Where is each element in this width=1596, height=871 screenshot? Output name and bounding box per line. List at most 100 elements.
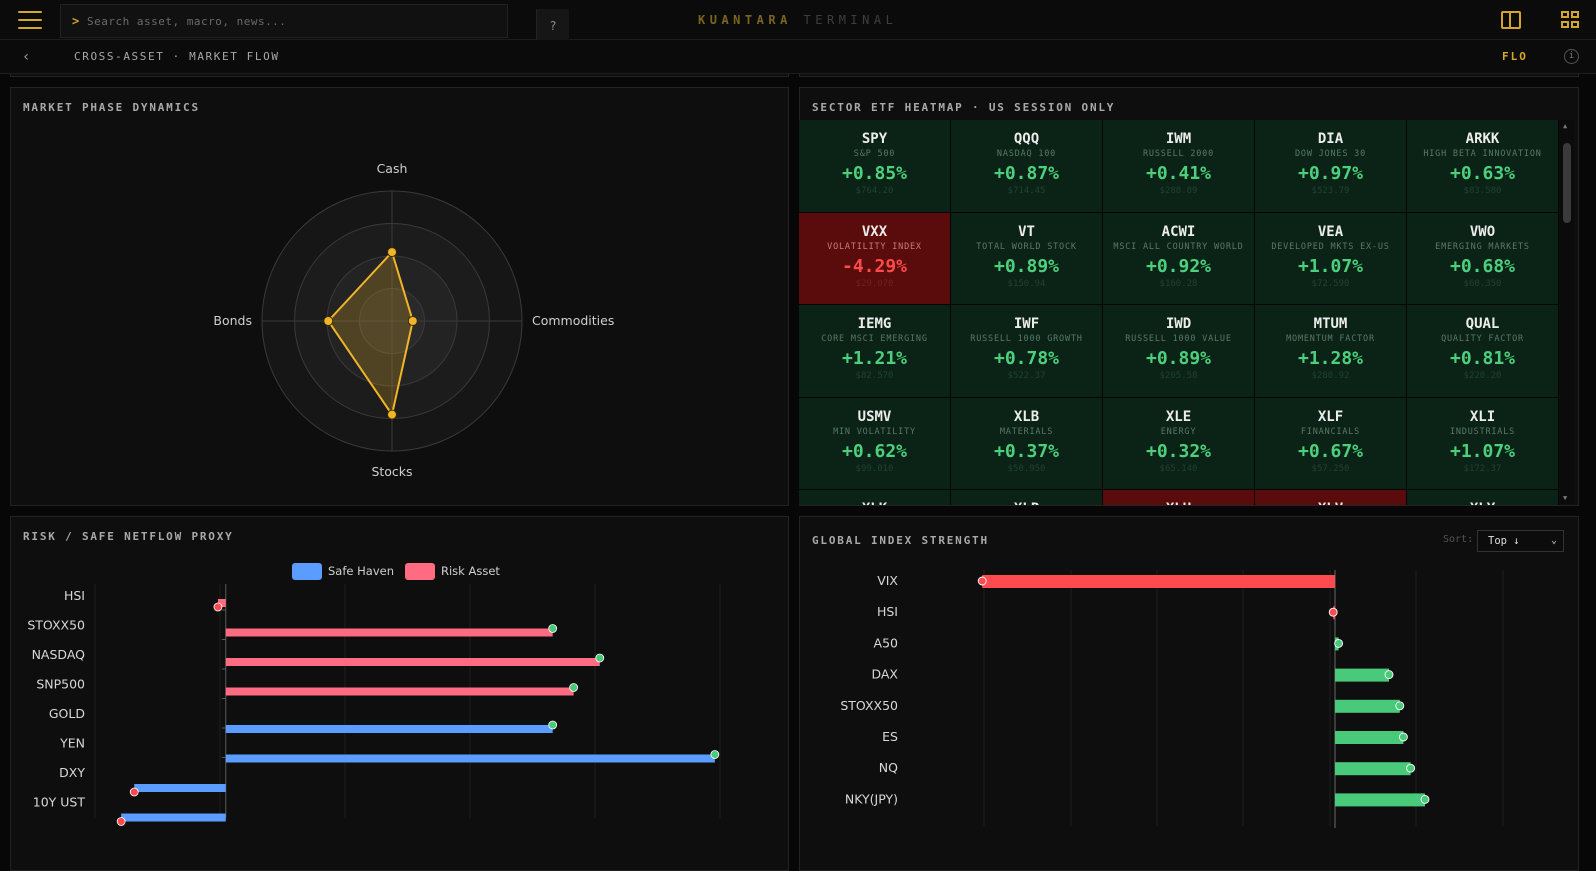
heatmap-cell[interactable]: QQQ NASDAQ 100 +0.87% $714.45 [951, 120, 1102, 212]
category-label: A50 [874, 635, 899, 650]
cell-change: +0.67% [1297, 440, 1364, 462]
heatmap-cell[interactable]: XLB MATERIALS +0.37% $50.950 [951, 397, 1102, 489]
heatmap-cell[interactable]: ACWI MSCI ALL COUNTRY WORLD +0.92% $160.28 [1103, 212, 1254, 304]
heatmap-scrollbar[interactable]: ▲ ▼ [1560, 120, 1574, 504]
cell-price: $522.37 [1007, 371, 1046, 381]
panel-title: MARKET PHASE DYNAMICS [23, 101, 200, 114]
cell-name: NASDAQ 100 [996, 149, 1057, 159]
help-button[interactable]: ? [536, 9, 569, 43]
strength-bar [1335, 762, 1411, 776]
cell-price: $82.570 [855, 371, 894, 381]
heatmap-cell[interactable]: XLE ENERGY +0.32% $65.140 [1103, 397, 1254, 489]
chevron-left-icon[interactable]: ‹ [22, 49, 31, 65]
cell-name: EMERGING MARKETS [1435, 241, 1530, 252]
legend-label: Risk Asset [441, 564, 500, 578]
heatmap-cell[interactable]: SPY S&P 500 +0.85% $764.20 [799, 120, 950, 212]
flow-dot [116, 817, 126, 826]
scrollbar-thumb[interactable] [1563, 143, 1571, 223]
heatmap-cell[interactable]: XLK [799, 490, 950, 505]
cell-name: MIN VOLATILITY [833, 426, 916, 437]
heatmap-cell[interactable]: ARKK HIGH BETA INNOVATION +0.63% $83.580 [1407, 120, 1558, 212]
strength-dot [1384, 670, 1394, 680]
cell-price: $65.140 [1159, 463, 1198, 474]
cell-change: +0.41% [1145, 163, 1212, 184]
heatmap-cell[interactable]: VEA DEVELOPED MKTS EX-US +1.07% $72.590 [1255, 212, 1406, 304]
radar-chart: Cash Commodities Stocks Bonds [213, 161, 614, 479]
cell-name: CORE MSCI EMERGING [821, 334, 928, 344]
flow-bar [225, 754, 715, 763]
legend-item-safe[interactable]: Safe Haven [292, 563, 394, 580]
heatmap-cell[interactable]: XLY [1407, 490, 1558, 505]
heatmap-cell[interactable]: IWM RUSSELL 2000 +0.41% $288.89 [1103, 120, 1254, 212]
category-label: NQ [879, 760, 898, 775]
cell-ticker: QUAL [1465, 316, 1500, 332]
heatmap-cell[interactable]: IEMG CORE MSCI EMERGING +1.21% $82.570 [799, 305, 950, 397]
heatmap-cell[interactable]: VXX VOLATILITY INDEX -4.29% $29.070 [799, 212, 950, 304]
category-label: VIX [877, 573, 898, 588]
heatmap-cell[interactable]: XLI INDUSTRIALS +1.07% $172.37 [1407, 397, 1558, 489]
heatmap-cell[interactable]: XLP [951, 490, 1102, 505]
heatmap-cell[interactable]: XLF FINANCIALS +0.67% $57.250 [1255, 397, 1406, 489]
cell-price: $72.590 [1311, 278, 1350, 289]
sort-select[interactable]: Top ↓ ⌄ [1477, 530, 1564, 552]
heatmap-grid-viewport[interactable]: SPY S&P 500 +0.85% $764.20 QQQ NASDAQ 100 +0.8… [799, 120, 1559, 505]
heatmap-cell[interactable]: XLV [1255, 490, 1406, 505]
radar-axis-label: Commodities [532, 313, 614, 328]
search-input[interactable] [87, 11, 467, 31]
cell-price: $150.94 [1007, 278, 1046, 289]
strength-dot [1398, 732, 1408, 742]
cell-price: $83.580 [1463, 186, 1502, 196]
netflow-chart: HSI STOXX50 NASDAQ SNP500 GOLD YEN DXY 10Y UST [27, 584, 721, 826]
info-icon[interactable]: i [1564, 49, 1579, 64]
cell-price: $288.89 [1159, 186, 1198, 196]
category-label: STOXX50 [27, 618, 85, 633]
flow-dot [595, 653, 605, 663]
search-box: > ? [60, 4, 569, 43]
cell-change: +1.28% [1297, 348, 1364, 369]
category-label: DAX [871, 667, 898, 682]
panel-title: RISK / SAFE NETFLOW PROXY [23, 530, 234, 543]
heatmap-cell[interactable]: MTUM MOMENTUM FACTOR +1.28% $280.92 [1255, 305, 1406, 397]
split-layout-icon[interactable] [1501, 11, 1521, 29]
heatmap-cell[interactable]: IWD RUSSELL 1000 VALUE +0.89% $205.58 [1103, 305, 1254, 397]
cell-change: +0.32% [1145, 440, 1212, 462]
brand-secondary: TERMINAL [803, 13, 898, 27]
flow-bar [217, 599, 226, 607]
heatmap-cell[interactable]: IWF RUSSELL 1000 GROWTH +0.78% $522.37 [951, 305, 1102, 397]
radar-axis-label: Stocks [371, 464, 412, 479]
heatmap-cell[interactable]: DIA DOW JONES 30 +0.97% $523.79 [1255, 120, 1406, 212]
cell-name: FINANCIALS [1300, 426, 1361, 437]
scroll-up-icon[interactable]: ▲ [1563, 122, 1568, 130]
category-label: 10Y UST [33, 795, 86, 810]
heatmap-cell[interactable]: VWO EMERGING MARKETS +0.68% $60.350 [1407, 212, 1558, 304]
cell-ticker: XLU [1103, 490, 1254, 505]
flow-bar [225, 658, 600, 666]
cell-change: +0.81% [1449, 348, 1516, 369]
cell-price: $220.20 [1463, 371, 1502, 381]
legend-item-risk[interactable]: Risk Asset [405, 563, 500, 580]
strength-bar [1335, 668, 1389, 682]
cell-change: +0.85% [841, 163, 908, 184]
cell-change: +0.62% [841, 440, 908, 462]
heatmap-cell[interactable]: XLU [1103, 490, 1254, 505]
scroll-down-icon[interactable]: ▼ [1563, 494, 1568, 502]
cell-price: $29.070 [855, 278, 894, 289]
cell-ticker: IWM [1165, 131, 1192, 147]
strength-dot [1420, 794, 1430, 804]
cell-ticker: VWO [1469, 223, 1496, 240]
flow-dot [548, 624, 558, 633]
category-label: HSI [64, 588, 85, 603]
heatmap-cell[interactable]: QUAL QUALITY FACTOR +0.81% $220.20 [1407, 305, 1558, 397]
heatmap-cell[interactable]: USMV MIN VOLATILITY +0.62% $99.010 [799, 397, 950, 489]
strength-dot [977, 576, 987, 586]
mode-label[interactable]: FLO [1502, 50, 1528, 63]
menu-icon[interactable] [18, 11, 42, 29]
flow-bar [225, 687, 574, 696]
heatmap-cell[interactable]: VT TOTAL WORLD STOCK +0.89% $150.94 [951, 212, 1102, 304]
prompt-icon: > [72, 14, 80, 28]
flow-dot [213, 602, 223, 612]
cell-ticker: DIA [1317, 131, 1344, 147]
cell-ticker: QQQ [1013, 131, 1040, 147]
cell-name: MATERIALS [999, 426, 1054, 437]
grid-layout-icon[interactable] [1561, 11, 1581, 29]
